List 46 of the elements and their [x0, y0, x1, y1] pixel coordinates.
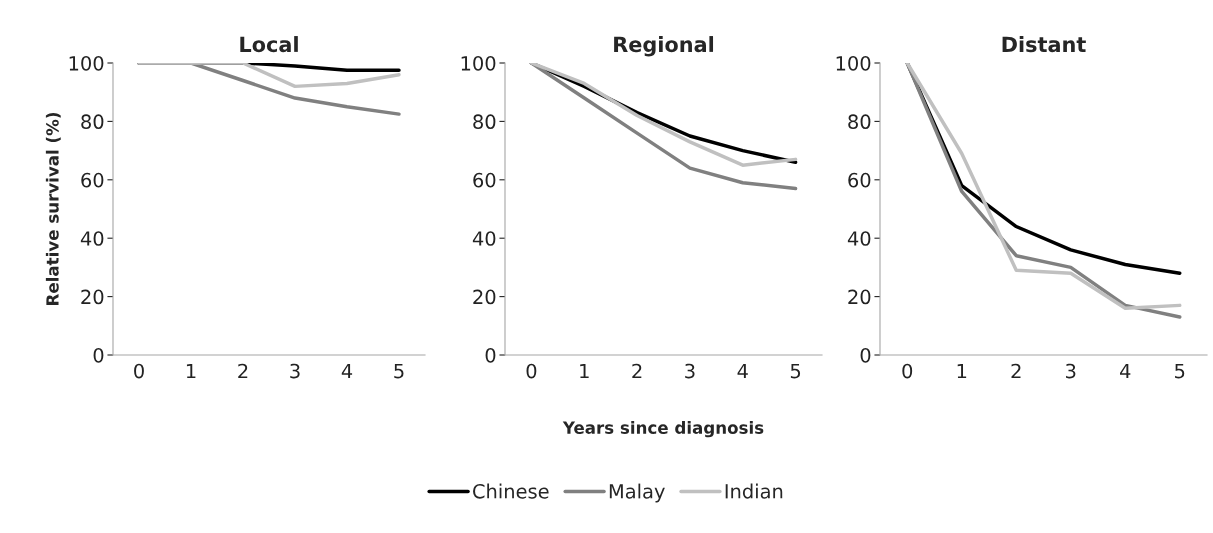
chart-title: Distant [1002, 36, 1086, 53]
x-tick-label: 3 [1066, 363, 1076, 379]
x-axis-title: Years since diagnosis [562, 421, 764, 438]
x-tick-label: 2 [1011, 363, 1021, 379]
x-tick-label: 2 [632, 363, 642, 379]
x-tick-label: 0 [902, 363, 913, 379]
y-tick-label: 100 [69, 55, 104, 71]
legend-label: Chinese [473, 483, 549, 499]
line-series [137, 63, 401, 89]
line-series [529, 63, 798, 191]
y-tick-label: 20 [81, 289, 104, 305]
legend-label: Indian [725, 483, 783, 499]
legend-label: Malay [609, 483, 665, 503]
y-tick-label: 80 [81, 114, 104, 130]
y-tick-label: 60 [848, 172, 871, 188]
x-tick-label: 3 [290, 363, 300, 379]
y-tick-label: 80 [848, 114, 871, 130]
chart-title: Regional [614, 36, 714, 57]
y-tick-label: 40 [472, 231, 496, 246]
y-tick-label: 0 [485, 347, 496, 363]
x-tick-label: 1 [186, 363, 196, 379]
x-tick-label: 5 [394, 363, 404, 379]
chart-title: Local [240, 36, 298, 53]
x-tick-label: 4 [1120, 363, 1131, 379]
y-tick-label: 80 [473, 114, 496, 130]
x-tick-label: 0 [134, 363, 144, 379]
y-tick-label: 100 [836, 55, 871, 71]
y-tick-label: 0 [93, 347, 104, 363]
x-tick-label: 4 [737, 363, 748, 379]
y-tick-label: 40 [80, 231, 104, 246]
y-tick-label: 60 [81, 172, 104, 188]
y-tick-label: 100 [461, 55, 496, 71]
x-tick-label: 0 [526, 363, 537, 379]
y-tick-label: 60 [473, 172, 496, 188]
y-axis-title: Relative survival (%) [45, 112, 61, 305]
x-tick-label: 1 [957, 363, 967, 379]
x-tick-label: 2 [238, 363, 248, 379]
y-tick-label: 40 [847, 231, 871, 246]
x-tick-label: 3 [685, 363, 695, 379]
x-tick-label: 5 [1175, 363, 1185, 379]
x-tick-label: 4 [341, 363, 353, 379]
y-tick-label: 20 [473, 289, 496, 305]
y-tick-label: 20 [848, 289, 871, 305]
x-tick-label: 1 [580, 363, 589, 379]
x-tick-label: 5 [790, 363, 801, 379]
y-tick-label: 0 [860, 347, 871, 363]
